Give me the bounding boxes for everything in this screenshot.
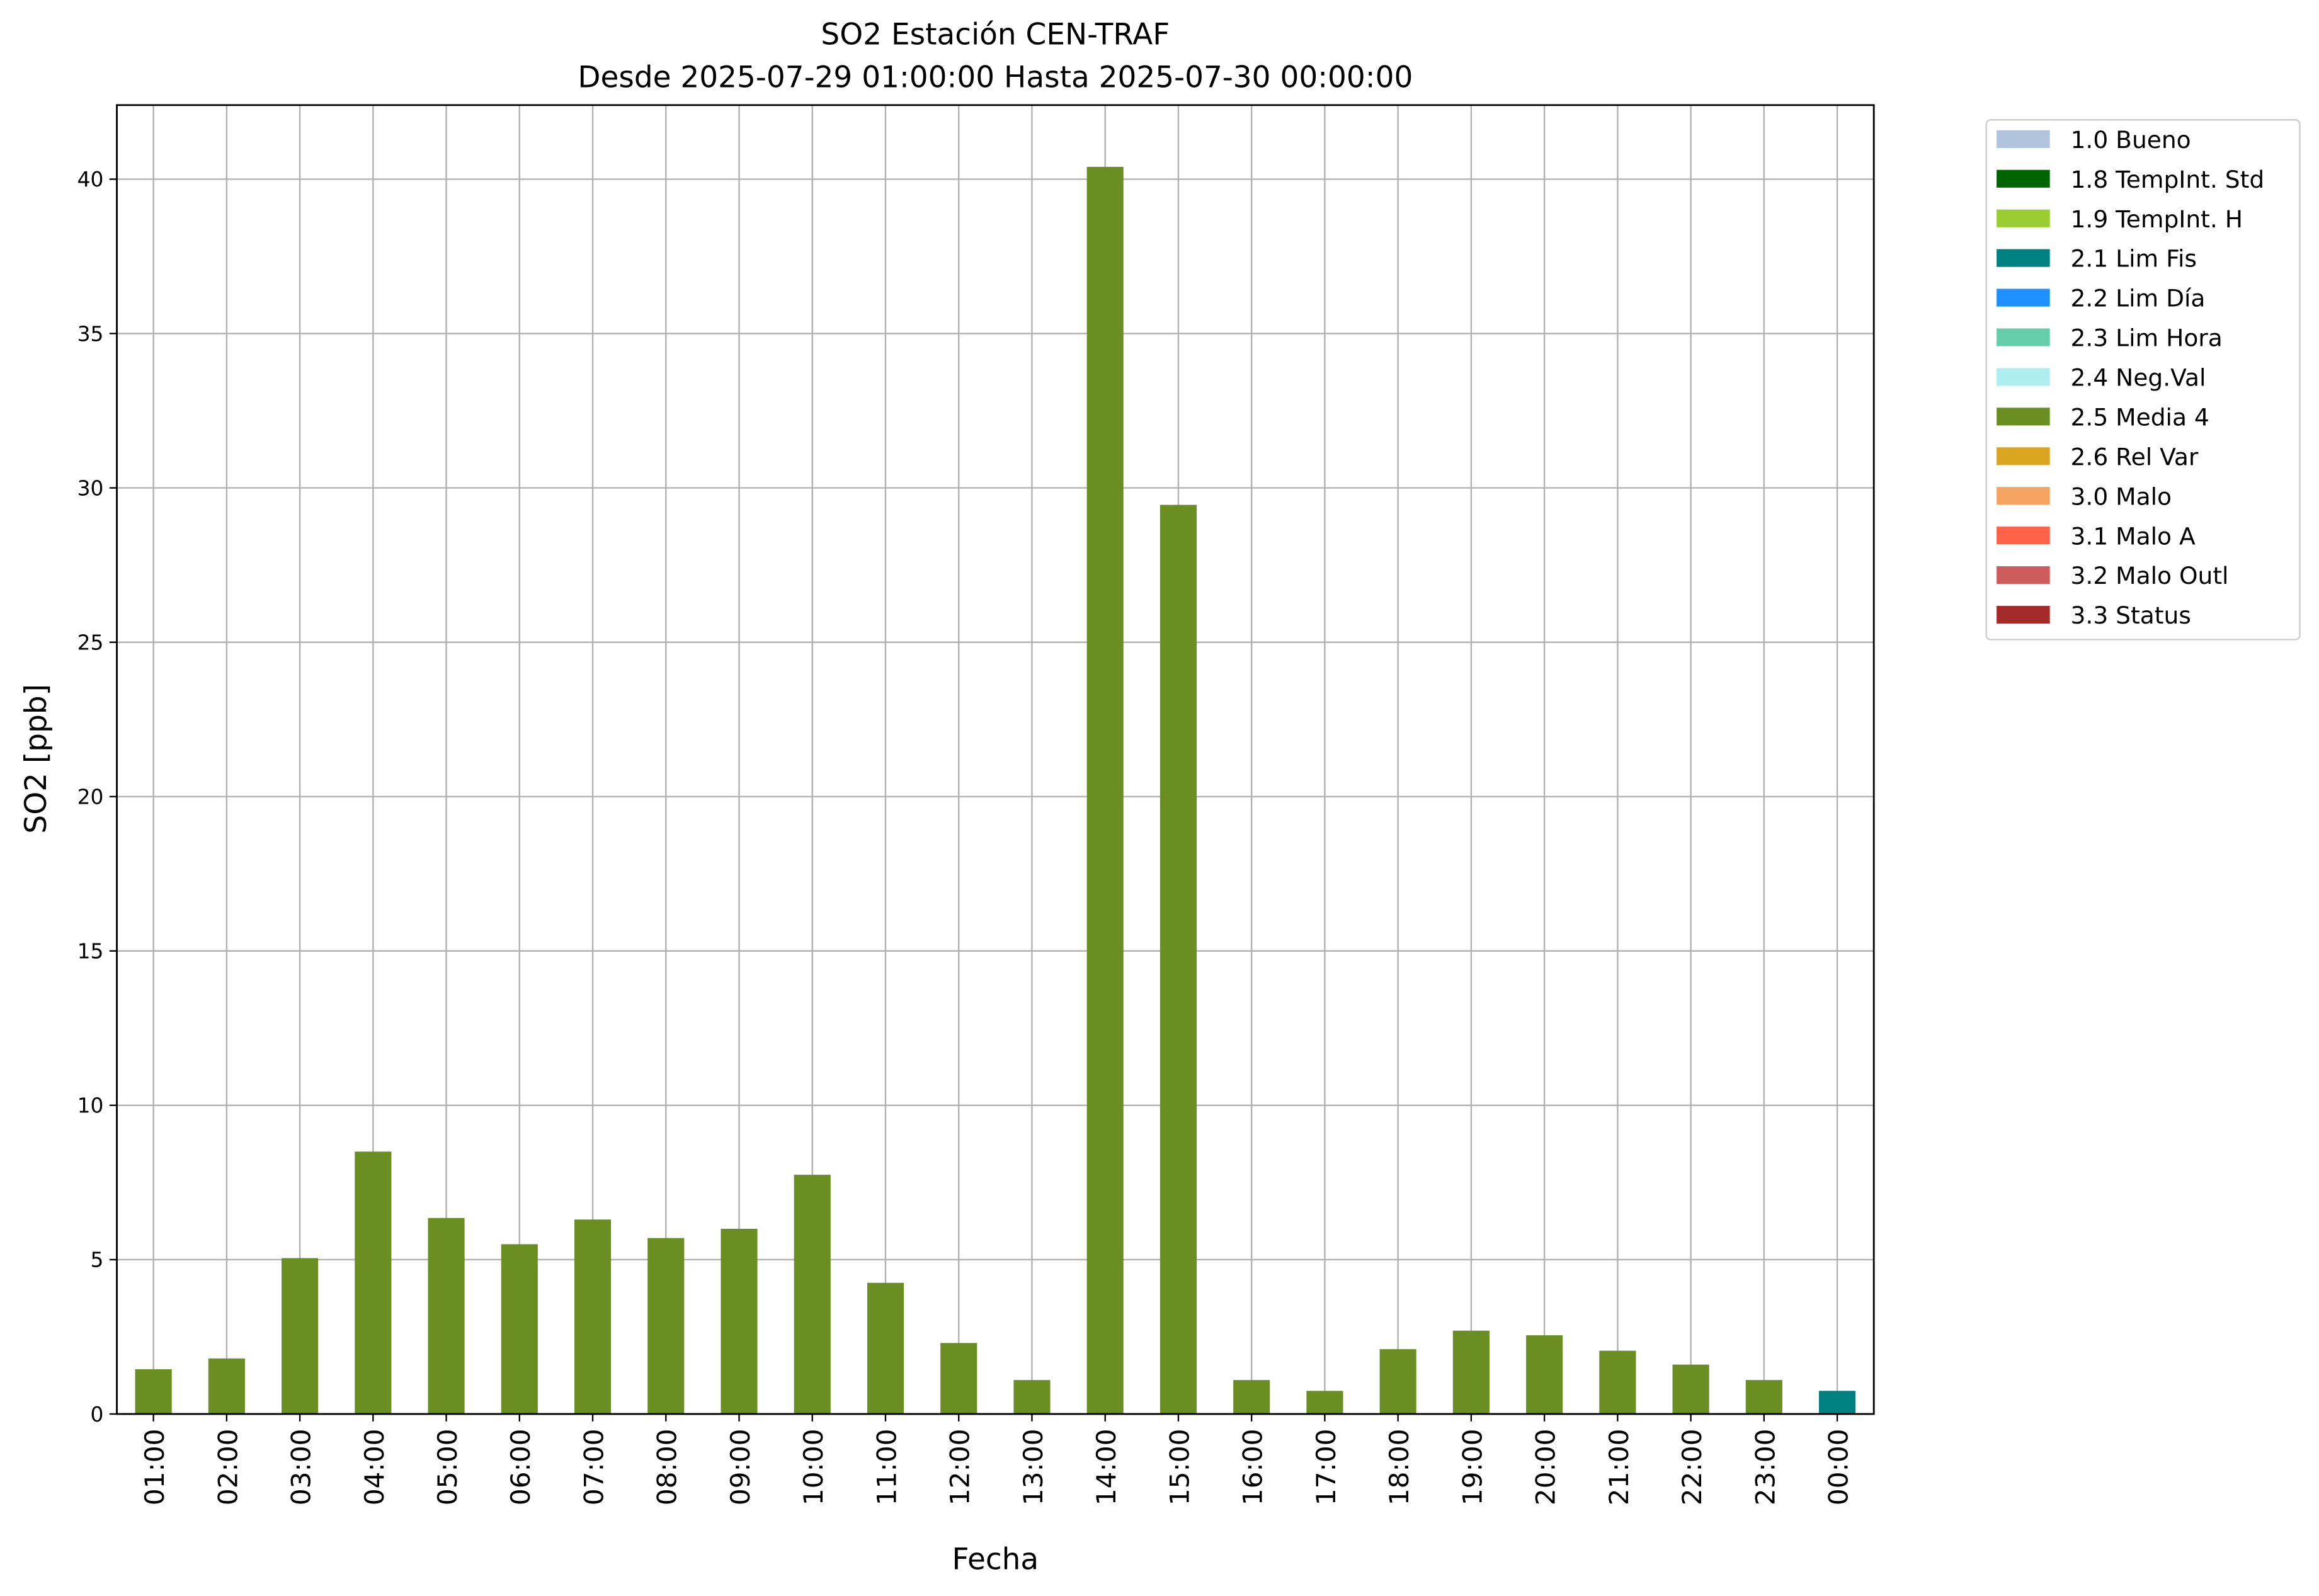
- legend-label: 2.3 Lim Hora: [2071, 324, 2223, 352]
- legend-swatch: [1997, 408, 2050, 426]
- bar: [135, 1369, 172, 1415]
- x-tick-label: 17:00: [1311, 1429, 1342, 1506]
- bar: [428, 1217, 465, 1415]
- legend-swatch: [1997, 288, 2050, 307]
- bar: [208, 1358, 245, 1415]
- legend-label: 3.2 Malo Outl: [2071, 562, 2229, 590]
- x-tick-label: 05:00: [432, 1429, 463, 1506]
- legend-swatch: [1997, 487, 2050, 505]
- bar: [1306, 1391, 1343, 1415]
- x-axis-label: Fecha: [952, 1542, 1039, 1577]
- bar: [794, 1175, 831, 1415]
- x-tick-label: 14:00: [1091, 1429, 1122, 1506]
- chart-title: SO2 Estación CEN-TRAF: [821, 18, 1170, 52]
- legend-swatch: [1997, 605, 2050, 624]
- x-tick-label: 06:00: [505, 1429, 536, 1506]
- bar: [1672, 1364, 1709, 1415]
- plot-frame: [116, 104, 1875, 1415]
- x-tick-label: 15:00: [1164, 1429, 1195, 1506]
- y-tick-label: 35: [77, 321, 104, 346]
- x-tick-label: 09:00: [725, 1429, 756, 1506]
- legend-label: 2.6 Rel Var: [2071, 443, 2199, 470]
- legend-label: 3.3 Status: [2071, 601, 2191, 629]
- legend-swatch: [1997, 249, 2050, 267]
- bar: [1013, 1380, 1051, 1415]
- bar: [1379, 1349, 1416, 1415]
- bar: [355, 1151, 392, 1415]
- legend-swatch: [1997, 169, 2050, 188]
- bar: [1819, 1391, 1856, 1415]
- x-tick-label: 04:00: [359, 1429, 390, 1506]
- bar: [1233, 1380, 1270, 1415]
- x-tick-label: 07:00: [578, 1429, 609, 1506]
- legend-label: 2.2 Lim Día: [2071, 285, 2206, 312]
- legend-label: 1.8 TempInt. Std: [2071, 166, 2265, 193]
- bar: [1160, 504, 1197, 1415]
- bar: [1745, 1380, 1782, 1415]
- y-tick-label: 30: [77, 476, 104, 500]
- chart-subtitle: Desde 2025-07-29 01:00:00 Hasta 2025-07-…: [578, 60, 1413, 95]
- legend-label: 2.5 Media 4: [2071, 403, 2209, 431]
- y-tick-label: 5: [90, 1248, 103, 1272]
- legend-swatch: [1997, 527, 2050, 545]
- legend-swatch: [1997, 209, 2050, 227]
- legend-label: 1.9 TempInt. H: [2071, 205, 2243, 233]
- x-tick-label: 18:00: [1384, 1429, 1415, 1506]
- y-tick-label: 15: [77, 939, 104, 964]
- bar: [647, 1238, 685, 1415]
- bar: [501, 1244, 538, 1415]
- legend: 1.0 Bueno 1.8 TempInt. Std 1.9 TempInt. H 2…: [1985, 119, 2301, 641]
- x-tick-label: 02:00: [212, 1429, 243, 1506]
- legend-label: 2.1 Lim Fis: [2071, 245, 2197, 273]
- legend-swatch: [1997, 328, 2050, 346]
- legend-swatch: [1997, 447, 2050, 465]
- x-tick-label: 00:00: [1823, 1429, 1854, 1506]
- bar: [721, 1228, 758, 1415]
- legend-swatch: [1997, 566, 2050, 584]
- x-tick-label: 03:00: [286, 1429, 317, 1506]
- x-tick-label: 11:00: [871, 1429, 902, 1506]
- y-tick-label: 20: [77, 785, 104, 809]
- legend-label: 3.1 Malo A: [2071, 522, 2196, 550]
- x-tick-label: 10:00: [798, 1429, 829, 1506]
- legend-frame: [1985, 119, 2301, 641]
- y-tick-label: 10: [77, 1093, 104, 1118]
- legend-swatch: [1997, 130, 2050, 148]
- bar: [1086, 166, 1124, 1415]
- bar: [1526, 1335, 1563, 1415]
- bar: [574, 1219, 612, 1415]
- x-tick-label: 01:00: [139, 1429, 170, 1506]
- x-tick-label: 12:00: [945, 1429, 976, 1506]
- x-tick-label: 20:00: [1530, 1429, 1561, 1506]
- x-tick-label: 22:00: [1677, 1429, 1707, 1506]
- x-tick-label: 23:00: [1750, 1429, 1781, 1506]
- bar: [940, 1343, 977, 1415]
- bars: [135, 166, 1856, 1415]
- bar: [282, 1258, 319, 1415]
- x-tick-label: 13:00: [1018, 1429, 1049, 1506]
- x-tick-label: 21:00: [1604, 1429, 1634, 1506]
- bar: [1599, 1350, 1636, 1415]
- x-tick-label: 19:00: [1457, 1429, 1488, 1506]
- x-tick-label: 16:00: [1238, 1429, 1268, 1506]
- y-axis-label: SO2 [ppb]: [19, 684, 54, 834]
- y-tick-label: 40: [77, 167, 104, 191]
- bar: [1452, 1330, 1490, 1415]
- legend-label: 2.4 Neg.Val: [2071, 364, 2206, 392]
- y-tick-label: 0: [90, 1402, 103, 1427]
- legend-label: 1.0 Bueno: [2071, 126, 2191, 154]
- legend-swatch: [1997, 368, 2050, 386]
- bar: [867, 1282, 904, 1415]
- legend-label: 3.0 Malo: [2071, 482, 2172, 510]
- y-tick-label: 25: [77, 630, 104, 654]
- x-tick-label: 08:00: [652, 1429, 683, 1506]
